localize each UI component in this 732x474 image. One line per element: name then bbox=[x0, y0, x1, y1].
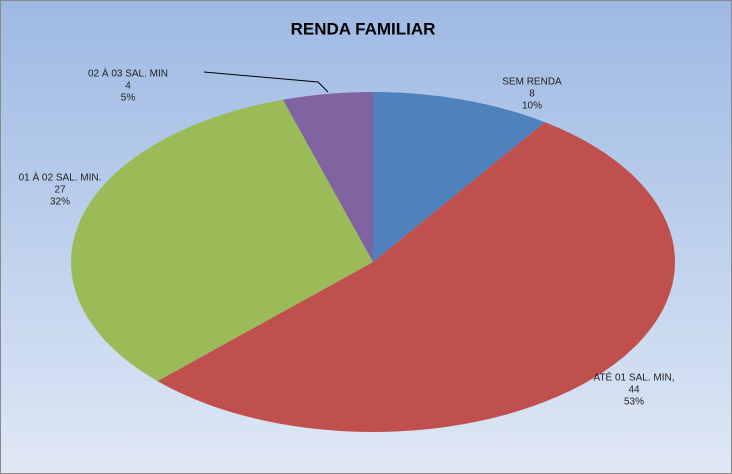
leader-line bbox=[203, 71, 329, 93]
pie-slice bbox=[157, 122, 675, 433]
slice-percentage: 53% bbox=[624, 397, 644, 408]
slice-percentage: 32% bbox=[50, 197, 70, 208]
slice-value: 44 bbox=[628, 385, 640, 396]
slice-value: 27 bbox=[54, 185, 66, 196]
pie-slice bbox=[70, 99, 373, 382]
slice-label: 02 À 03 SAL. MIN bbox=[88, 67, 168, 80]
pie-slice bbox=[373, 92, 545, 262]
slice-label: ATÉ 01 SAL. MIN, bbox=[594, 371, 675, 384]
slice-percentage: 10% bbox=[522, 101, 542, 112]
pie-slice bbox=[282, 92, 373, 262]
slice-label: SEM RENDA bbox=[502, 77, 562, 88]
slice-label: 01 À 02 SAL. MIN. bbox=[19, 171, 102, 184]
slice-value: 8 bbox=[529, 89, 535, 100]
slice-value: 4 bbox=[125, 81, 131, 92]
slice-percentage: 5% bbox=[121, 93, 136, 104]
chart-title: RENDA FAMILIAR bbox=[291, 19, 436, 38]
